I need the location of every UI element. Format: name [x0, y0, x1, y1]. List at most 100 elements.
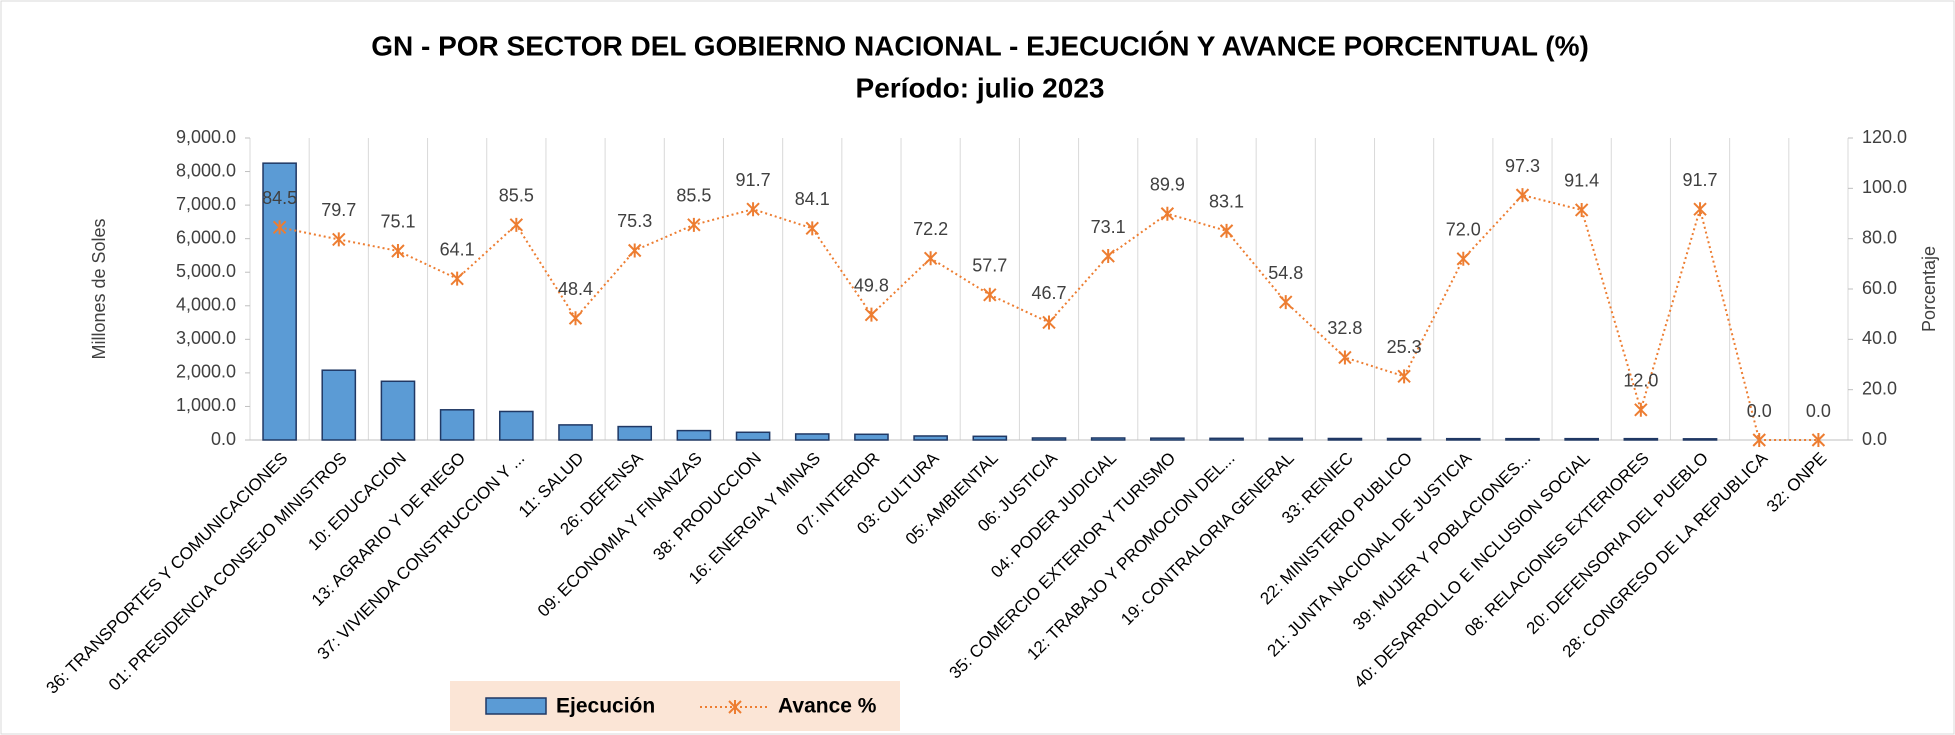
line-marker [1338, 350, 1352, 365]
data-label: 72.0 [1446, 220, 1481, 240]
data-label: 48.4 [558, 279, 593, 299]
bar [854, 433, 889, 441]
line-marker [1515, 188, 1530, 203]
data-label: 85.5 [499, 186, 534, 206]
data-label: 84.5 [262, 188, 297, 208]
line-marker [1634, 402, 1648, 417]
bar [794, 433, 830, 441]
line-marker [1042, 315, 1056, 330]
bar [1445, 437, 1481, 441]
data-label: 0.0 [1806, 401, 1831, 421]
data-label: 91.7 [1683, 170, 1718, 190]
bar [617, 425, 653, 441]
bar [1386, 437, 1422, 441]
y2-tick-label: 100.0 [1862, 177, 1907, 197]
line-marker [746, 202, 760, 217]
data-label: 91.4 [1564, 171, 1599, 191]
line-marker [272, 220, 287, 235]
bar [439, 409, 475, 441]
bar [1209, 437, 1244, 441]
y2-tick-label: 80.0 [1862, 227, 1897, 247]
chart-title: GN - POR SECTOR DEL GOBIERNO NACIONAL - … [371, 30, 1589, 61]
bar [676, 429, 712, 441]
data-label: 89.9 [1150, 175, 1185, 195]
data-label: 12.0 [1623, 371, 1658, 391]
legend-marker [728, 700, 742, 714]
legend-label: Ejecución [556, 695, 655, 718]
line-marker [1101, 249, 1115, 264]
data-label: 64.1 [440, 239, 475, 259]
line-marker [1574, 202, 1589, 217]
data-label: 57.7 [972, 256, 1007, 276]
y-tick-label: 5,000.0 [176, 261, 236, 281]
chart-subtitle: Período: julio 2023 [856, 72, 1105, 103]
data-label: 49.8 [854, 275, 889, 295]
data-label: 54.8 [1268, 263, 1303, 283]
line-marker [332, 232, 346, 247]
legend-label: Avance % [778, 695, 877, 718]
bar [972, 435, 1008, 441]
data-label: 25.3 [1387, 337, 1422, 357]
line-marker [805, 221, 819, 236]
y2-tick-label: 120.0 [1862, 127, 1907, 147]
line-marker [923, 251, 938, 266]
bar [1564, 437, 1599, 441]
bar [1327, 437, 1363, 441]
bar [1090, 437, 1126, 441]
y-tick-label: 4,000.0 [176, 295, 236, 315]
bar [913, 435, 948, 441]
line-marker [568, 311, 583, 326]
bar [1682, 438, 1718, 441]
y-tick-label: 2,000.0 [176, 362, 236, 382]
line-marker [391, 243, 405, 258]
bar [1623, 437, 1659, 441]
line-marker [1456, 251, 1471, 266]
y-tick-label: 6,000.0 [176, 227, 236, 247]
data-label: 91.7 [736, 170, 771, 190]
data-label: 85.5 [676, 186, 711, 206]
bar [1505, 437, 1540, 441]
y-axis-label: Millones de Soles [89, 218, 109, 359]
line-marker [1693, 202, 1707, 217]
data-label: 46.7 [1031, 283, 1066, 303]
data-label: 0.0 [1747, 401, 1772, 421]
line-marker [1160, 206, 1175, 221]
bar [262, 162, 297, 441]
line-marker [450, 271, 464, 286]
bar [1268, 437, 1304, 441]
data-label: 79.7 [321, 200, 356, 220]
legend-swatch [485, 697, 547, 715]
y-tick-label: 8,000.0 [176, 160, 236, 180]
bar [1031, 437, 1067, 441]
y-tick-label: 7,000.0 [176, 194, 236, 214]
line-marker [627, 243, 642, 258]
bar [1150, 437, 1185, 441]
bar [499, 410, 534, 441]
line-marker [1752, 433, 1766, 447]
data-label: 84.1 [795, 189, 830, 209]
data-label: 97.3 [1505, 156, 1540, 176]
data-label: 73.1 [1091, 217, 1126, 237]
y2-axis-label: Porcentaje [1919, 246, 1939, 332]
data-label: 72.2 [913, 219, 948, 239]
line-marker [509, 217, 524, 232]
data-label: 75.3 [617, 211, 652, 231]
data-label: 75.1 [380, 212, 415, 232]
y-tick-label: 1,000.0 [176, 395, 236, 415]
line-marker [1397, 369, 1411, 384]
line-marker [687, 217, 701, 232]
y-tick-label: 9,000.0 [176, 127, 236, 147]
bar [735, 431, 771, 441]
y2-tick-label: 40.0 [1862, 328, 1897, 348]
bar [558, 424, 593, 441]
bar [380, 380, 416, 441]
bar [321, 369, 357, 441]
line-marker [983, 287, 997, 302]
line-marker [1279, 295, 1293, 310]
y2-tick-label: 0.0 [1862, 429, 1887, 449]
line-marker [1219, 223, 1234, 238]
data-label: 83.1 [1209, 192, 1244, 212]
line-marker [1811, 433, 1826, 447]
data-label: 32.8 [1327, 318, 1362, 338]
